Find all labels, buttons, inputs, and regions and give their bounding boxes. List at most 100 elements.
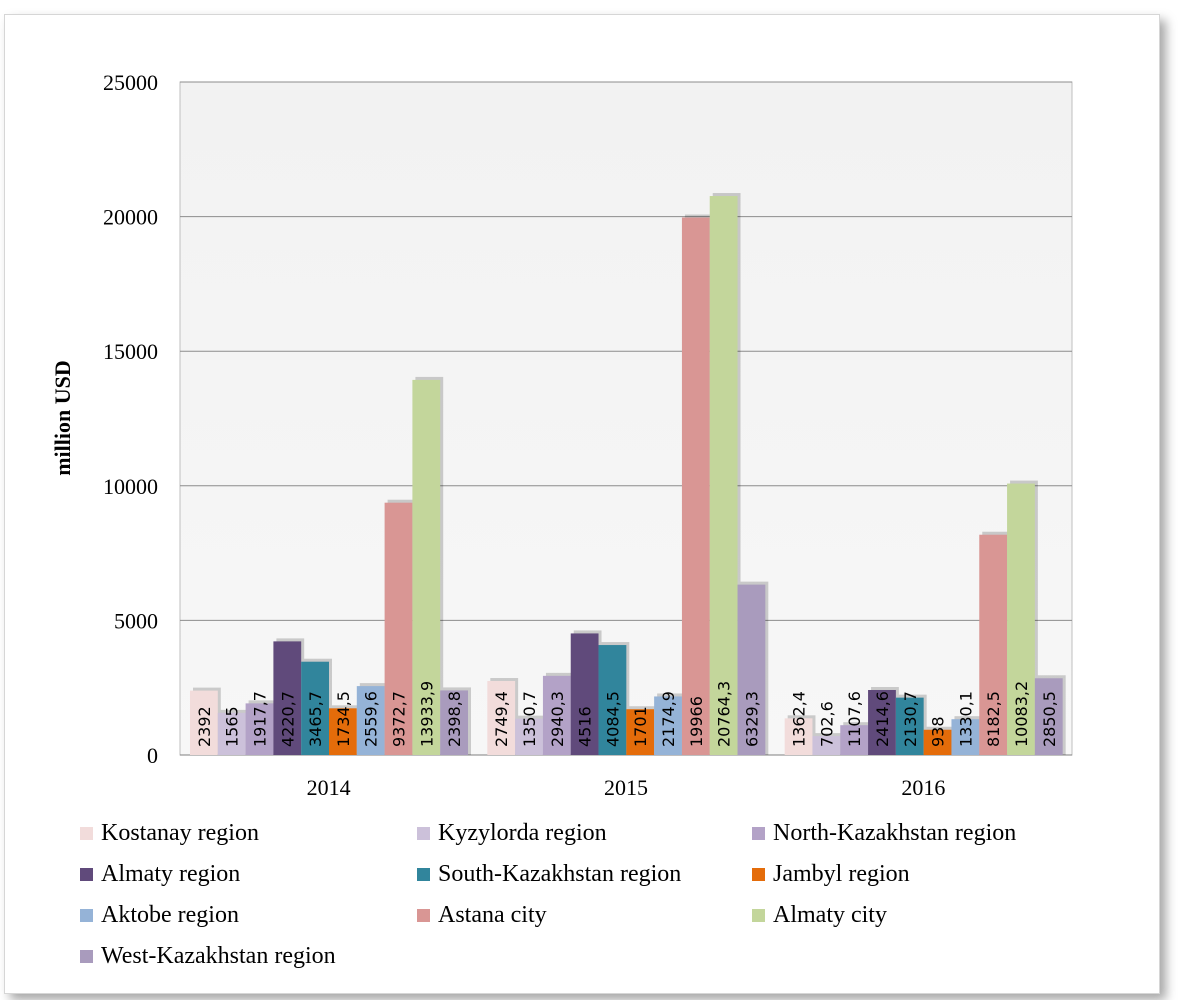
legend-label: Aktobe region	[101, 901, 239, 928]
data-label: 1107,6	[845, 691, 864, 747]
data-label: 4220,7	[278, 691, 297, 747]
bar	[245, 703, 274, 755]
legend-item: Almaty city	[752, 900, 887, 930]
y-tick-label: 20000	[103, 205, 158, 230]
legend-swatch	[417, 867, 430, 881]
data-label: 4516	[576, 706, 595, 747]
bar	[1007, 483, 1035, 755]
bar	[951, 719, 980, 755]
data-label: 2174,9	[659, 691, 678, 747]
data-label: 3465,7	[306, 691, 325, 747]
bar	[709, 196, 738, 756]
legend-label: South-Kazakhstan region	[438, 860, 682, 887]
y-tick-label: 0	[147, 743, 158, 768]
legend-item: Astana city	[417, 900, 547, 930]
legend-swatch	[752, 867, 765, 881]
data-label: 938	[929, 716, 948, 747]
data-label: 1362,4	[790, 691, 809, 747]
legend-label: Kostanay region	[101, 819, 259, 846]
legend-label: Kyzylorda region	[438, 819, 607, 846]
legend-item: Jambyl region	[752, 859, 910, 889]
legend-item: Kyzylorda region	[417, 818, 607, 848]
data-label: 1565	[223, 706, 242, 747]
bar	[384, 502, 413, 755]
data-label: 2414,6	[873, 691, 892, 747]
bar	[923, 729, 952, 755]
bar	[895, 697, 924, 755]
y-tick-label: 25000	[103, 70, 158, 95]
bar	[329, 708, 357, 755]
bar	[626, 709, 655, 755]
bar	[1034, 678, 1063, 755]
legend-swatch	[80, 867, 93, 881]
bar	[440, 690, 468, 755]
data-label: 13933,9	[417, 681, 436, 747]
legend-item: North-Kazakhstan region	[752, 818, 1016, 848]
legend-swatch	[752, 826, 765, 840]
legend-swatch	[752, 908, 765, 922]
data-label: 1350,7	[520, 691, 539, 747]
x-axis-ticks: 2014 2015 2016	[307, 775, 946, 800]
bars: 2392 1565 1917,7 4220,7 3465,7 1734,5 2559,6 93…	[190, 193, 1066, 756]
data-label: 20764,3	[715, 681, 734, 747]
x-tick-label: 2014	[307, 775, 351, 800]
bar	[217, 712, 246, 755]
data-label: 2398,8	[445, 691, 464, 747]
y-axis-label: million USD	[50, 360, 75, 476]
bar	[412, 379, 441, 755]
bar	[840, 725, 869, 755]
bar	[190, 690, 218, 755]
data-label: 10083,2	[1012, 681, 1031, 747]
data-label: 9372,7	[390, 691, 409, 747]
data-label: 6329,3	[742, 691, 761, 747]
bar	[273, 641, 302, 755]
bar	[868, 689, 896, 755]
data-label: 2392	[195, 706, 214, 747]
legend-item: South-Kazakhstan region	[417, 859, 681, 889]
legend-label: Almaty region	[101, 860, 241, 887]
x-tick-label: 2016	[901, 775, 945, 800]
legend-swatch	[80, 908, 93, 922]
y-axis-ticks: 0 5000 10000 15000 20000 25000	[103, 70, 158, 768]
legend-swatch	[80, 826, 93, 840]
data-label: 1701	[631, 706, 650, 747]
bar	[487, 680, 516, 755]
bar	[598, 645, 627, 755]
legend-item: Almaty region	[80, 859, 240, 889]
bar	[654, 696, 682, 755]
bar	[356, 686, 385, 755]
legend-swatch	[417, 908, 430, 922]
legend-label: Almaty city	[773, 901, 887, 928]
data-label: 1330,1	[956, 691, 975, 747]
data-label: 8182,5	[984, 691, 1003, 747]
data-label: 1734,5	[334, 691, 353, 747]
legend-label: Astana city	[438, 901, 547, 928]
legend-item: West-Kazakhstan region	[80, 941, 336, 971]
x-tick-label: 2015	[604, 775, 648, 800]
bar	[737, 584, 766, 755]
data-label: 19966	[687, 696, 706, 747]
data-label: 2940,3	[548, 691, 567, 747]
data-label: 702,6	[817, 701, 836, 747]
data-label: 2749,4	[492, 691, 511, 747]
data-label: 1917,7	[251, 691, 270, 747]
bar	[570, 633, 599, 755]
legend-item: Kostanay region	[80, 818, 259, 848]
plot-area	[179, 81, 1073, 756]
data-label: 4084,5	[603, 691, 622, 747]
bar	[812, 736, 841, 755]
legend-item: Aktobe region	[80, 900, 239, 930]
bar	[515, 718, 543, 755]
data-label: 2850,5	[1040, 691, 1059, 747]
legend-label: West-Kazakhstan region	[101, 942, 336, 969]
legend-label: Jambyl region	[773, 860, 910, 887]
y-tick-label: 5000	[114, 608, 158, 633]
bar	[301, 661, 329, 755]
bar	[542, 675, 571, 755]
data-label: 2559,6	[362, 691, 381, 747]
legend-swatch	[417, 826, 430, 840]
data-label: 2130,7	[901, 691, 920, 747]
bar	[784, 718, 813, 755]
y-tick-label: 10000	[103, 474, 158, 499]
